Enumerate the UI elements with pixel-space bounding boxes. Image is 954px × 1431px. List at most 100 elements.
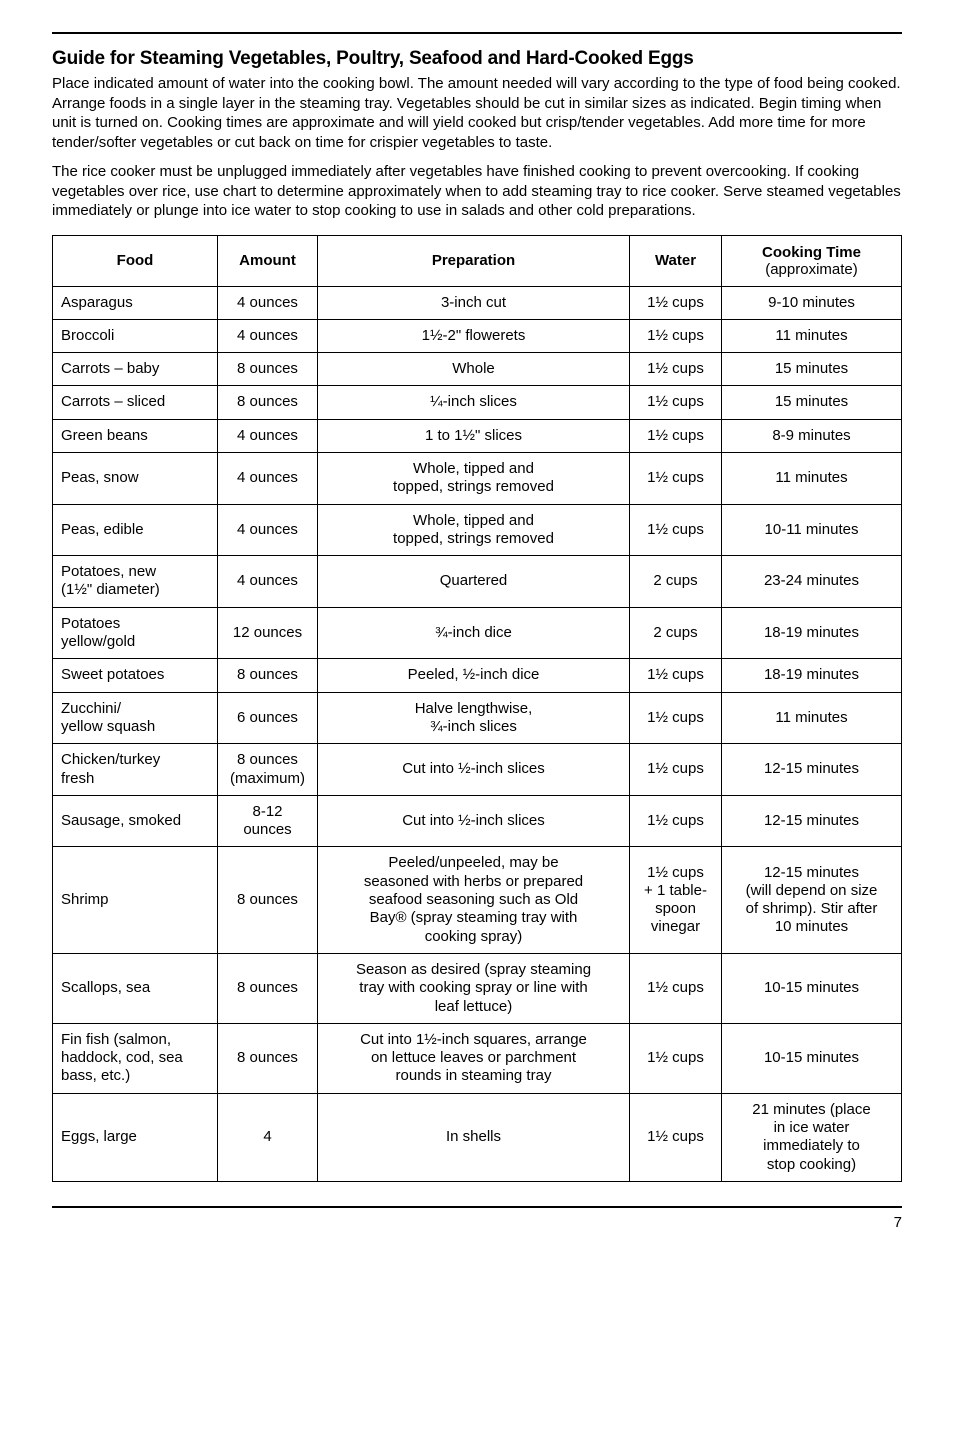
cell-water: 1½ cups: [630, 286, 722, 319]
cell-food: Green beans: [53, 419, 218, 452]
cell-cooking-time: 11 minutes: [722, 452, 902, 504]
table-row: Scallops, sea8 ouncesSeason as desired (…: [53, 953, 902, 1023]
cell-cooking-time: 23-24 minutes: [722, 556, 902, 608]
cell-food: Shrimp: [53, 847, 218, 953]
cell-water: 1½ cups: [630, 504, 722, 556]
cell-food: Sausage, smoked: [53, 795, 218, 847]
cell-cooking-time: 12-15 minutes(will depend on sizeof shri…: [722, 847, 902, 953]
cell-cooking-time: 18-19 minutes: [722, 659, 902, 692]
cell-preparation: Cut into ½-inch slices: [318, 795, 630, 847]
cell-food: Potatoes, new(1½" diameter): [53, 556, 218, 608]
cell-water: 1½ cups: [630, 452, 722, 504]
table-row: Chicken/turkeyfresh8 ounces(maximum)Cut …: [53, 744, 902, 796]
cell-cooking-time: 10-11 minutes: [722, 504, 902, 556]
cell-water: 1½ cups: [630, 692, 722, 744]
header-preparation: Preparation: [318, 235, 630, 286]
steaming-guide-table: Food Amount Preparation Water Cooking Ti…: [52, 235, 902, 1182]
cell-preparation: Quartered: [318, 556, 630, 608]
cell-preparation: In shells: [318, 1093, 630, 1181]
cell-preparation: Season as desired (spray steamingtray wi…: [318, 953, 630, 1023]
cell-preparation: 1 to 1½" slices: [318, 419, 630, 452]
cell-preparation: Halve lengthwise,¾-inch slices: [318, 692, 630, 744]
cell-food: Eggs, large: [53, 1093, 218, 1181]
cell-preparation: Whole: [318, 353, 630, 386]
cell-amount: 4 ounces: [218, 419, 318, 452]
table-row: Fin fish (salmon,haddock, cod, seabass, …: [53, 1023, 902, 1093]
cell-amount: 8-12ounces: [218, 795, 318, 847]
cell-food: Sweet potatoes: [53, 659, 218, 692]
cell-amount: 4 ounces: [218, 452, 318, 504]
cell-cooking-time: 18-19 minutes: [722, 607, 902, 659]
cell-amount: 8 ounces: [218, 353, 318, 386]
table-row: Asparagus4 ounces3-inch cut1½ cups9-10 m…: [53, 286, 902, 319]
cell-preparation: 1½-2" flowerets: [318, 319, 630, 352]
cell-amount: 8 ounces: [218, 659, 318, 692]
header-cooking-time: Cooking Time (approximate): [722, 235, 902, 286]
header-cooking-time-l1: Cooking Time: [762, 244, 861, 261]
table-row: Sausage, smoked8-12ouncesCut into ½-inch…: [53, 795, 902, 847]
cell-water: 2 cups: [630, 607, 722, 659]
cell-food: Zucchini/yellow squash: [53, 692, 218, 744]
cell-amount: 4 ounces: [218, 319, 318, 352]
cell-amount: 8 ounces: [218, 1023, 318, 1093]
cell-cooking-time: 12-15 minutes: [722, 744, 902, 796]
cell-preparation: ¾-inch dice: [318, 607, 630, 659]
table-row: Carrots – baby8 ouncesWhole1½ cups15 min…: [53, 353, 902, 386]
cell-preparation: Cut into 1½-inch squares, arrangeon lett…: [318, 1023, 630, 1093]
cell-preparation: 3-inch cut: [318, 286, 630, 319]
cell-amount: 4: [218, 1093, 318, 1181]
page-title: Guide for Steaming Vegetables, Poultry, …: [52, 48, 902, 70]
cell-food: Carrots – sliced: [53, 386, 218, 419]
cell-cooking-time: 10-15 minutes: [722, 953, 902, 1023]
cell-preparation: Peeled, ½-inch dice: [318, 659, 630, 692]
cell-preparation: Whole, tipped andtopped, strings removed: [318, 452, 630, 504]
cell-food: Chicken/turkeyfresh: [53, 744, 218, 796]
cell-water: 1½ cups: [630, 319, 722, 352]
cell-preparation: Cut into ½-inch slices: [318, 744, 630, 796]
header-amount: Amount: [218, 235, 318, 286]
cell-cooking-time: 15 minutes: [722, 353, 902, 386]
table-row: Broccoli4 ounces1½-2" flowerets1½ cups11…: [53, 319, 902, 352]
table-row: Zucchini/yellow squash6 ouncesHalve leng…: [53, 692, 902, 744]
intro-paragraph-1: Place indicated amount of water into the…: [52, 74, 902, 152]
cell-preparation: Peeled/unpeeled, may beseasoned with her…: [318, 847, 630, 953]
table-row: Carrots – sliced8 ounces¼-inch slices1½ …: [53, 386, 902, 419]
cell-water: 1½ cups+ 1 table-spoonvinegar: [630, 847, 722, 953]
cell-amount: 8 ounces: [218, 386, 318, 419]
cell-water: 2 cups: [630, 556, 722, 608]
cell-food: Asparagus: [53, 286, 218, 319]
cell-preparation: Whole, tipped andtopped, strings removed: [318, 504, 630, 556]
header-food: Food: [53, 235, 218, 286]
cell-water: 1½ cups: [630, 386, 722, 419]
header-water: Water: [630, 235, 722, 286]
cell-water: 1½ cups: [630, 353, 722, 386]
cell-food: Broccoli: [53, 319, 218, 352]
table-row: Sweet potatoes8 ouncesPeeled, ½-inch dic…: [53, 659, 902, 692]
cell-water: 1½ cups: [630, 953, 722, 1023]
cell-amount: 12 ounces: [218, 607, 318, 659]
intro-paragraph-2: The rice cooker must be unplugged immedi…: [52, 162, 902, 221]
table-row: Green beans4 ounces1 to 1½" slices1½ cup…: [53, 419, 902, 452]
cell-water: 1½ cups: [630, 744, 722, 796]
cell-water: 1½ cups: [630, 1023, 722, 1093]
table-row: Peas, edible4 ouncesWhole, tipped andtop…: [53, 504, 902, 556]
cell-food: Fin fish (salmon,haddock, cod, seabass, …: [53, 1023, 218, 1093]
cell-cooking-time: 9-10 minutes: [722, 286, 902, 319]
cell-water: 1½ cups: [630, 419, 722, 452]
table-row: Eggs, large4In shells1½ cups21 minutes (…: [53, 1093, 902, 1181]
cell-amount: 4 ounces: [218, 556, 318, 608]
cell-water: 1½ cups: [630, 659, 722, 692]
table-row: Potatoes, new(1½" diameter)4 ouncesQuart…: [53, 556, 902, 608]
cell-amount: 8 ounces(maximum): [218, 744, 318, 796]
cell-amount: 4 ounces: [218, 504, 318, 556]
top-rule: [52, 32, 902, 34]
cell-food: Peas, edible: [53, 504, 218, 556]
cell-food: Potatoesyellow/gold: [53, 607, 218, 659]
cell-food: Scallops, sea: [53, 953, 218, 1023]
table-header-row: Food Amount Preparation Water Cooking Ti…: [53, 235, 902, 286]
cell-water: 1½ cups: [630, 795, 722, 847]
cell-food: Carrots – baby: [53, 353, 218, 386]
cell-cooking-time: 21 minutes (placein ice waterimmediately…: [722, 1093, 902, 1181]
cell-cooking-time: 10-15 minutes: [722, 1023, 902, 1093]
cell-amount: 4 ounces: [218, 286, 318, 319]
